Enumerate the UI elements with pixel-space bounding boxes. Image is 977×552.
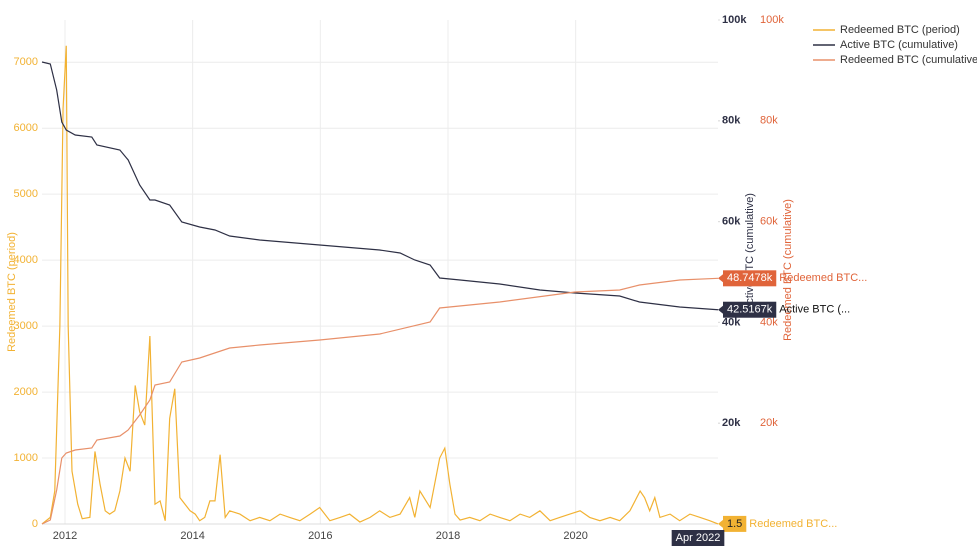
y-tick-label: 5000 — [14, 188, 38, 200]
y-tick-label: 0 — [32, 518, 38, 530]
y-tick-label: 3000 — [14, 320, 38, 332]
hover-box — [723, 515, 747, 532]
x-tick-label: 2014 — [180, 530, 204, 542]
x-hover-text: Apr 2022 — [676, 532, 721, 544]
hover-label: 48.7478k Redeemed BTC... — [718, 270, 867, 287]
hover-value: 42.5167k — [727, 304, 773, 316]
hover-box — [723, 301, 777, 318]
y-tick-label: 2000 — [14, 386, 38, 398]
legend-label: Redeemed BTC (period) — [840, 24, 960, 36]
hover-label: 1.5 Redeemed BTC... — [718, 515, 837, 532]
hover-name: Redeemed BTC... — [749, 518, 837, 530]
x-hover-box — [671, 530, 725, 546]
y-tick-label: 60k — [760, 216, 778, 228]
y-tick-label: 40k — [760, 316, 778, 328]
hover-pointer — [718, 305, 723, 314]
y-tick-label: 4000 — [14, 254, 38, 266]
x-tick-label: 2016 — [308, 530, 332, 542]
y-tick-label: 1000 — [14, 452, 38, 464]
series-line — [41, 61, 719, 311]
legend-label: Redeemed BTC (cumulative) — [840, 54, 977, 66]
y-tick-label: 80k — [760, 115, 778, 127]
y-tick-label: 6000 — [14, 122, 38, 134]
y-tick-label: 80k — [722, 115, 741, 127]
hover-name: Active BTC (... — [779, 304, 850, 316]
x-tick-label: 2020 — [563, 530, 587, 542]
hover-value: 48.7478k — [727, 272, 773, 284]
y-tick-label: 60k — [722, 216, 741, 228]
legend-label: Active BTC (cumulative) — [840, 39, 958, 51]
series-line — [41, 45, 719, 525]
y-tick-label: 7000 — [14, 56, 38, 68]
y3-axis-title: Redeemed BTC (cumulative) — [782, 199, 794, 341]
y2-axis-title: Active BTC (cumulative) — [744, 193, 756, 311]
hover-label: 42.5167k Active BTC (... — [718, 301, 850, 318]
y-tick-label: 20k — [722, 417, 741, 429]
hover-value: 1.5 — [727, 518, 742, 530]
hover-pointer — [718, 274, 723, 283]
x-tick-label: 2018 — [436, 530, 460, 542]
hover-pointer — [718, 519, 723, 528]
y-axis-title: Redeemed BTC (period) — [6, 232, 18, 352]
x-hover-label: Apr 2022 — [671, 530, 725, 546]
x-tick-label: 2012 — [53, 530, 77, 542]
y-tick-label: 100k — [760, 14, 784, 26]
hover-name: Redeemed BTC... — [779, 272, 867, 284]
y-tick-label: 20k — [760, 417, 778, 429]
y-tick-label: 40k — [722, 316, 741, 328]
series-line — [41, 277, 719, 525]
y-tick-label: 100k — [722, 14, 747, 26]
hover-box — [723, 270, 777, 287]
